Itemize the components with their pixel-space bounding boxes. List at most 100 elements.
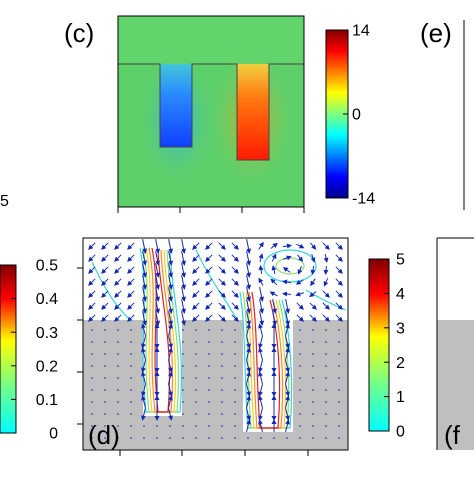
vector-dot <box>195 341 197 343</box>
vector-arrow <box>142 275 148 290</box>
panel-d-frame <box>82 237 349 451</box>
vector-arrow <box>218 302 226 310</box>
vector-dot <box>169 437 171 439</box>
vector-arrow <box>259 311 265 326</box>
vector-dot <box>195 425 197 427</box>
vector-arrow <box>88 302 96 310</box>
vector-dot <box>208 437 210 439</box>
vector-arrow <box>88 278 96 286</box>
vector-arrow <box>285 371 290 384</box>
vector-arrow <box>258 419 263 432</box>
vector-dot <box>325 389 327 391</box>
vector-arrow <box>231 254 239 262</box>
vector-dot <box>208 377 210 379</box>
panel-d: (d) <box>77 237 349 456</box>
vector-arrow <box>141 408 146 421</box>
vector-dot <box>117 353 119 355</box>
vector-arrow <box>246 287 252 302</box>
vector-arrow <box>155 311 161 326</box>
vector-dot <box>312 329 314 331</box>
vector-arrow <box>231 278 239 286</box>
vector-arrow <box>283 255 292 261</box>
vector-arrow <box>181 275 187 290</box>
vector-dot <box>130 377 132 379</box>
vector-arrow <box>270 278 278 286</box>
vector-dot <box>221 401 223 403</box>
vector-arrow <box>335 290 343 298</box>
vector-dot <box>156 425 158 427</box>
vector-dot <box>299 341 301 343</box>
vector-arrow <box>231 242 239 250</box>
vector-dot <box>104 377 106 379</box>
vector-dot <box>195 413 197 415</box>
colorbar-tick-label: 0.1 <box>36 392 58 409</box>
vector-dot <box>221 437 223 439</box>
vector-arrow <box>114 266 122 274</box>
vector-dot <box>130 413 132 415</box>
vector-arrow <box>101 266 109 274</box>
vector-arrow <box>192 266 200 274</box>
panel-c-label: (c) <box>64 18 94 48</box>
panel-d-label: (d) <box>88 420 120 450</box>
vector-dot <box>338 413 340 415</box>
stray-tick-label: 5 <box>0 193 9 210</box>
panel-c: (c) <box>64 15 305 213</box>
vector-dot <box>117 377 119 379</box>
vector-arrow <box>285 419 290 432</box>
vector-dot <box>208 329 210 331</box>
vector-dot <box>104 413 106 415</box>
vector-dot <box>299 377 301 379</box>
vector-arrow <box>258 336 263 349</box>
vector-dot <box>234 437 236 439</box>
colorbar-tick-label: 14 <box>352 23 370 40</box>
vector-arrow <box>181 239 187 254</box>
vector-dot <box>299 389 301 391</box>
vector-dot <box>273 437 275 439</box>
vector-dot <box>182 425 184 427</box>
vector-arrow <box>258 395 263 408</box>
vector-dot <box>195 329 197 331</box>
vector-arrow <box>322 242 330 250</box>
vector-arrow <box>155 275 161 290</box>
vector-arrow <box>285 347 290 360</box>
vector-arrow <box>246 323 251 336</box>
vector-arrow <box>246 275 252 290</box>
vector-arrow <box>141 347 146 360</box>
vector-arrow <box>168 360 173 373</box>
vector-arrow <box>155 299 161 314</box>
vector-dot <box>221 377 223 379</box>
vector-dot <box>182 329 184 331</box>
vector-dot <box>338 329 340 331</box>
vector-arrow <box>155 239 161 254</box>
vector-arrow <box>181 311 187 326</box>
vector-arrow <box>246 395 251 408</box>
vector-dot <box>130 389 132 391</box>
vector-dot <box>104 401 106 403</box>
vector-arrow <box>205 266 213 274</box>
vector-dot <box>208 353 210 355</box>
vector-arrow <box>192 290 200 298</box>
vector-arrow <box>258 384 263 397</box>
vector-arrow <box>101 302 109 310</box>
vector-arrow <box>231 290 239 298</box>
vector-arrow <box>246 360 251 373</box>
vector-dot <box>325 353 327 355</box>
vector-dot <box>195 437 197 439</box>
panel-f-substrate <box>437 320 474 450</box>
vector-dot <box>221 329 223 331</box>
vector-arrow <box>335 314 343 322</box>
panel-d-colorbar-gradient <box>368 258 390 432</box>
vector-dot <box>208 401 210 403</box>
vector-arrow <box>246 239 252 254</box>
vector-arrow <box>181 251 187 266</box>
colorbar-tick-label: -14 <box>352 191 375 208</box>
vector-arrow <box>258 277 264 286</box>
vector-dot <box>221 341 223 343</box>
vector-dot <box>299 437 301 439</box>
panel-d-ticks <box>77 267 309 456</box>
vector-arrow <box>323 253 329 263</box>
vector-arrow <box>246 347 251 360</box>
vector-arrow <box>141 395 146 408</box>
vector-dot <box>338 401 340 403</box>
